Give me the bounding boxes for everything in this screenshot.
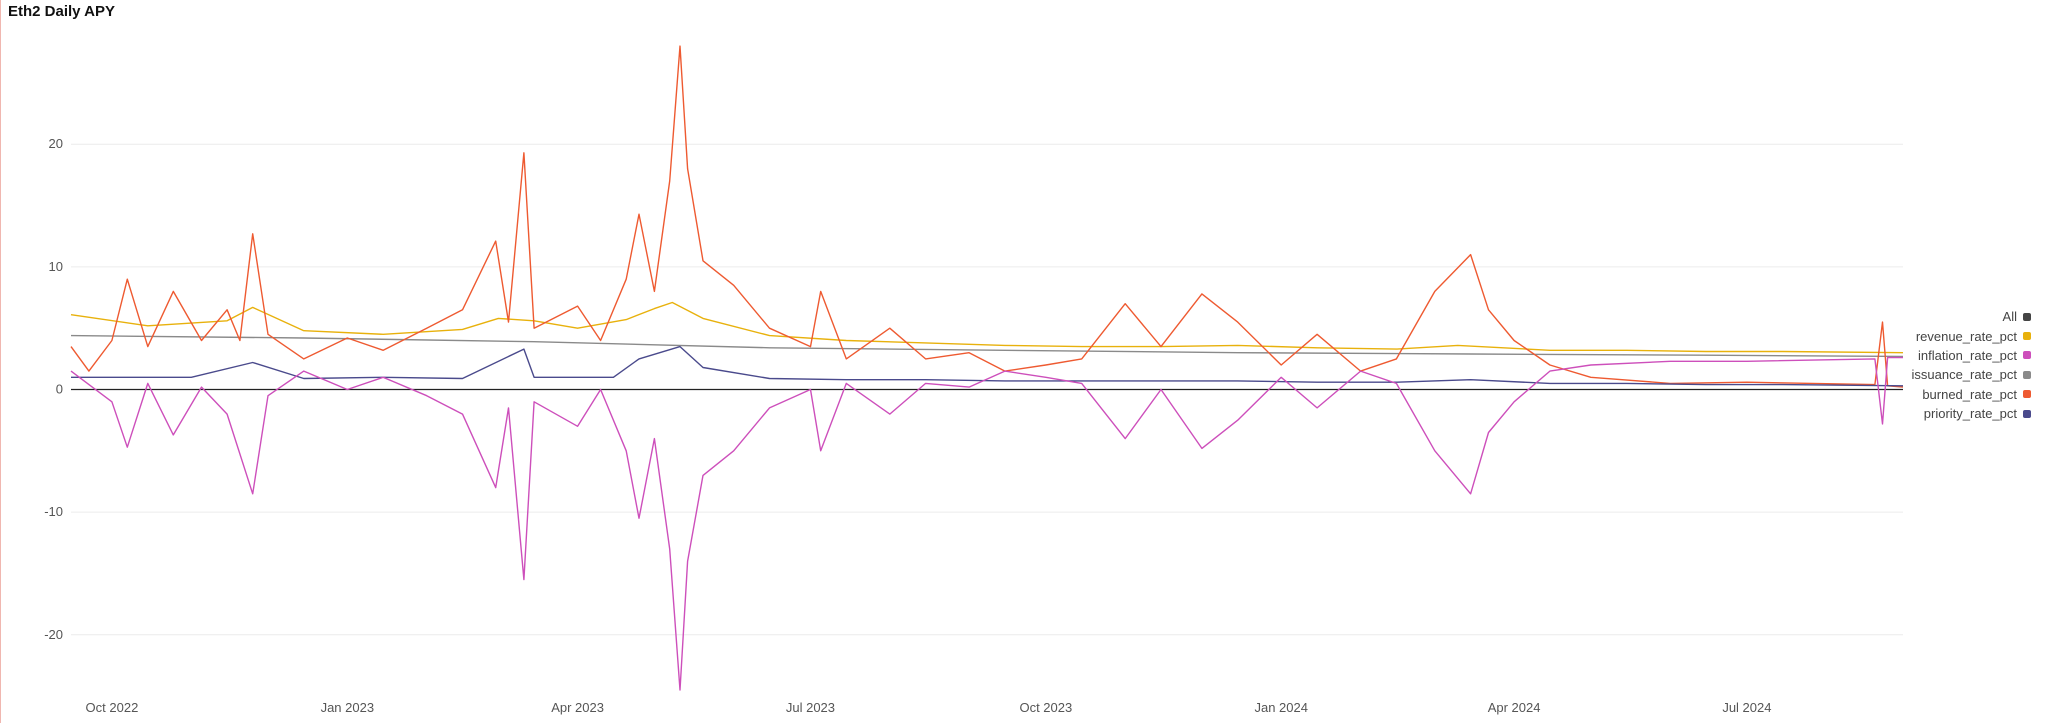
x-tick-label: Jul 2023 xyxy=(786,700,835,715)
legend-item-priority_rate_pct[interactable]: priority_rate_pct xyxy=(1911,404,2031,423)
legend-swatch xyxy=(2023,351,2031,360)
x-tick-label: Apr 2023 xyxy=(551,700,604,715)
legend-label: priority_rate_pct xyxy=(1923,406,2017,422)
x-tick-label: Oct 2023 xyxy=(1019,700,1072,715)
series-lines xyxy=(70,45,1904,691)
legend-item-burned_rate_pct[interactable]: burned_rate_pct xyxy=(1911,385,2031,404)
series-line-revenue_rate_pct xyxy=(70,301,1904,354)
series-line-issuance_rate_pct xyxy=(70,334,1904,358)
series-line-burned_rate_pct xyxy=(70,45,1904,388)
x-tick-label: Jul 2024 xyxy=(1722,700,1771,715)
series-line-priority_rate_pct xyxy=(71,345,1904,387)
legend-item-All[interactable]: All xyxy=(1911,307,2031,326)
y-tick-label: -10 xyxy=(44,504,63,519)
legend-label: issuance_rate_pct xyxy=(1911,367,2017,383)
legend-item-issuance_rate_pct[interactable]: issuance_rate_pct xyxy=(1911,365,2031,384)
x-tick-label: Apr 2024 xyxy=(1488,700,1541,715)
legend-swatch xyxy=(2023,332,2031,341)
legend-swatch xyxy=(2023,409,2031,418)
x-tick-label: Oct 2022 xyxy=(86,700,139,715)
axes: 20 10 0 -10 -20 Oct 2022 Jan 2023 Apr 2023 Jul 2… xyxy=(44,136,1771,715)
y-tick-label: 20 xyxy=(49,136,63,151)
legend-item-revenue_rate_pct[interactable]: revenue_rate_pct xyxy=(1911,326,2031,345)
series-line-inflation_rate_pct xyxy=(70,356,1903,691)
legend-label: All xyxy=(2002,309,2017,325)
x-tick-label: Jan 2024 xyxy=(1254,700,1308,715)
y-tick-label: 0 xyxy=(56,382,63,397)
legend-swatch xyxy=(2023,390,2031,399)
y-tick-label: 10 xyxy=(49,259,63,274)
grid xyxy=(71,143,1903,636)
legend-label: burned_rate_pct xyxy=(1922,386,2017,402)
x-tick-label: Jan 2023 xyxy=(321,700,375,715)
y-tick-label: -20 xyxy=(44,627,63,642)
legend-swatch xyxy=(2023,312,2031,321)
legend-label: revenue_rate_pct xyxy=(1915,328,2017,344)
legend-item-inflation_rate_pct[interactable]: inflation_rate_pct xyxy=(1911,346,2031,365)
legend-swatch xyxy=(2023,370,2031,379)
legend-label: inflation_rate_pct xyxy=(1917,347,2017,363)
chart-title: Eth2 Daily APY xyxy=(8,3,115,20)
